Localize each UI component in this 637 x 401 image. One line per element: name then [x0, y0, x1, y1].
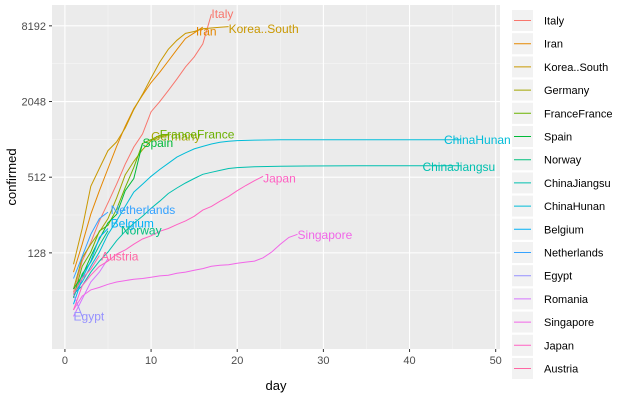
y-tick-label: 2048	[22, 97, 46, 109]
axes: 0 10 20 30 40 50 128 512 2048 8192	[22, 21, 502, 367]
legend-label-japan: Japan	[544, 340, 574, 352]
series-line-korea-south	[73, 26, 229, 265]
series-line-austria	[73, 255, 100, 295]
legend-label-iran: Iran	[544, 39, 563, 51]
legend-label-norway: Norway	[544, 155, 582, 167]
series-label-belgium: Belgium	[111, 216, 154, 230]
series-label-netherlands: Netherlands	[111, 203, 176, 217]
series-line-japan	[73, 175, 264, 311]
y-tick-label: 512	[28, 172, 46, 184]
series-label-korea-south: Korea..South	[229, 22, 299, 36]
legend-label-italy: Italy	[544, 16, 565, 28]
series-line-singapore	[73, 233, 298, 311]
x-tick-label: 40	[403, 355, 415, 367]
series-line-netherlands	[73, 211, 109, 279]
series-line-italy	[73, 13, 212, 293]
series-label-iran: Iran	[196, 24, 217, 38]
series-line-chinahunan	[73, 139, 462, 295]
legend-label-chinahunan: ChinaHunan	[544, 201, 605, 213]
series-label-francefrance: FranceFrance	[160, 127, 235, 141]
series-label-japan: Japan	[263, 171, 296, 185]
legend: Italy Iran Korea..South Germany FranceFrance…	[512, 10, 612, 379]
series-line-chinajiangsu	[73, 165, 462, 295]
legend-label-egypt: Egypt	[544, 271, 572, 283]
series-label-chinahunan: ChinaHunan	[444, 133, 511, 147]
legend-label-korea-south: Korea..South	[544, 62, 608, 74]
series-lines	[73, 13, 462, 317]
series-line-romania	[73, 258, 109, 317]
y-axis-title: confirmed	[4, 148, 19, 205]
series-label-spain: Spain	[142, 136, 173, 150]
x-axis-title: day	[266, 378, 287, 393]
legend-label-austria: Austria	[544, 364, 579, 376]
series-label-chinajiangsu: ChinaJiangsu	[422, 160, 495, 174]
legend-label-spain: Spain	[544, 132, 572, 144]
series-label-egypt: Egypt	[74, 309, 105, 323]
legend-label-romania: Romania	[544, 294, 589, 306]
series-line-germany	[73, 134, 169, 290]
x-tick-label: 0	[62, 355, 68, 367]
series-label-italy: Italy	[211, 7, 233, 21]
x-tick-label: 20	[231, 355, 243, 367]
x-tick-label: 10	[145, 355, 157, 367]
legend-label-francefrance: FranceFrance	[544, 108, 612, 120]
series-label-singapore: Singapore	[298, 228, 353, 242]
series-labels: Italy Iran Korea..South GermanyFranceFrance…	[74, 7, 511, 323]
series-label-norway: Norway	[121, 224, 162, 238]
y-tick-label: 128	[28, 248, 46, 260]
x-tick-label: 30	[317, 355, 329, 367]
x-tick-label: 50	[490, 355, 502, 367]
legend-label-singapore: Singapore	[544, 317, 594, 329]
legend-label-belgium: Belgium	[544, 224, 584, 236]
series-line-egypt	[73, 294, 83, 317]
legend-label-netherlands: Netherlands	[544, 248, 604, 260]
series-label-germany: Germany	[151, 129, 200, 143]
legend-label-germany: Germany	[544, 85, 590, 97]
series-line-francefrance	[73, 133, 169, 298]
legend-label-chinajiangsu: ChinaJiangsu	[544, 178, 611, 190]
y-tick-label: 8192	[22, 21, 46, 33]
series-line-belgium	[73, 228, 109, 305]
series-label-austria: Austria	[101, 249, 139, 263]
